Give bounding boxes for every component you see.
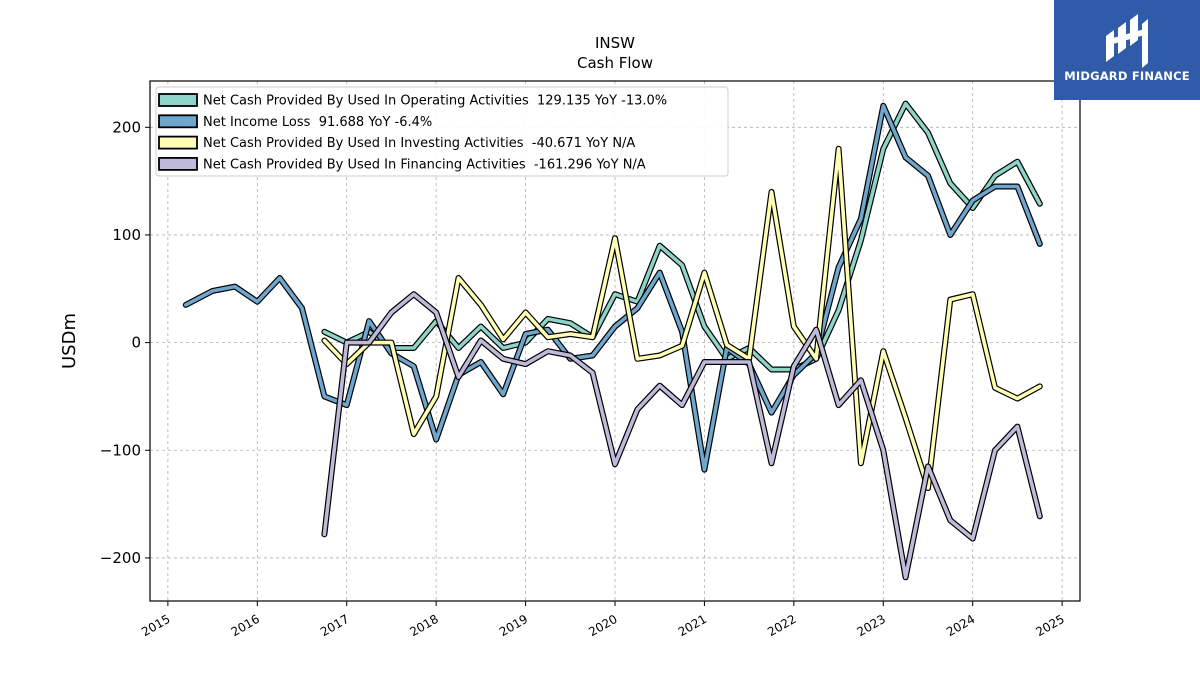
legend: Net Cash Provided By Used In Operating A… — [155, 86, 729, 177]
legend-label: Net Cash Provided By Used In Investing A… — [203, 136, 635, 151]
series-2-line — [322, 147, 1042, 490]
x-tick-label: 2019 — [497, 612, 530, 639]
midgard-logo-icon — [1106, 14, 1148, 68]
x-tick-label: 2022 — [765, 612, 798, 639]
chart-title: INSW — [595, 34, 635, 52]
legend-label: Net Income Loss 91.688 YoY -6.4% — [203, 115, 432, 130]
x-tick-label: 2018 — [407, 612, 440, 639]
x-tick-label: 2016 — [229, 612, 262, 639]
grid-lines — [150, 81, 1080, 601]
y-tick-label: 100 — [112, 226, 141, 244]
y-tick-label: −100 — [100, 441, 141, 459]
x-tick-label: 2025 — [1033, 612, 1066, 639]
chart-subtitle: Cash Flow — [577, 54, 653, 72]
series-lines — [182, 100, 1043, 581]
legend-box — [155, 86, 729, 177]
y-axis-ticks: −200 −100 0 100 200 — [100, 118, 150, 567]
x-tick-label: 2024 — [944, 612, 977, 639]
y-tick-label: 200 — [112, 118, 141, 136]
x-axis-ticks: 2015 2016 2017 2018 2019 2020 2021 2022 2023 2024… — [139, 601, 1067, 639]
legend-swatch — [158, 135, 198, 150]
series-3-line — [322, 292, 1042, 580]
legend-label: Net Cash Provided By Used In Financing A… — [203, 157, 646, 172]
brand-logo: MIDGARD FINANCE — [1054, 0, 1200, 100]
x-tick-label: 2023 — [855, 612, 888, 639]
x-tick-label: 2017 — [318, 612, 351, 639]
y-axis-label: USDm — [59, 313, 80, 369]
legend-swatch — [158, 93, 198, 107]
legend-label: Net Cash Provided By Used In Operating A… — [203, 94, 667, 109]
x-tick-label: 2020 — [586, 612, 619, 639]
legend-swatch — [158, 156, 198, 171]
x-tick-label: 2021 — [676, 612, 709, 639]
y-tick-label: 0 — [131, 334, 141, 352]
series-1-line — [184, 104, 1042, 472]
x-tick-label: 2015 — [139, 612, 172, 639]
y-tick-label: −200 — [100, 549, 141, 567]
legend-swatch — [158, 114, 198, 129]
brand-name: MIDGARD FINANCE — [1064, 69, 1190, 83]
